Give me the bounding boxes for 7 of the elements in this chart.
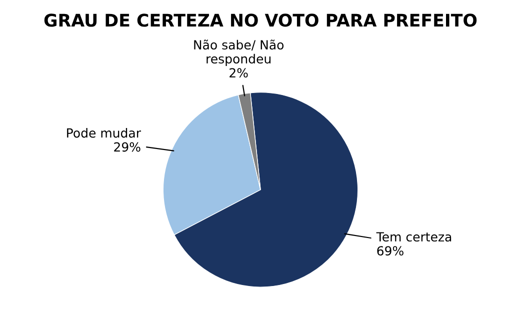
slice-label: Não sabe/ Não respondeu	[194, 40, 284, 66]
data-label: 29%	[114, 142, 140, 152]
data-label: 2%	[230, 68, 248, 78]
data-label: 69%	[377, 246, 404, 256]
slice-label: Pode mudar	[67, 128, 141, 138]
chart-title: GRAU DE CERTEZA NO VOTO PARA PREFEITO	[44, 14, 477, 27]
slice-label: Tem certeza	[376, 232, 452, 242]
